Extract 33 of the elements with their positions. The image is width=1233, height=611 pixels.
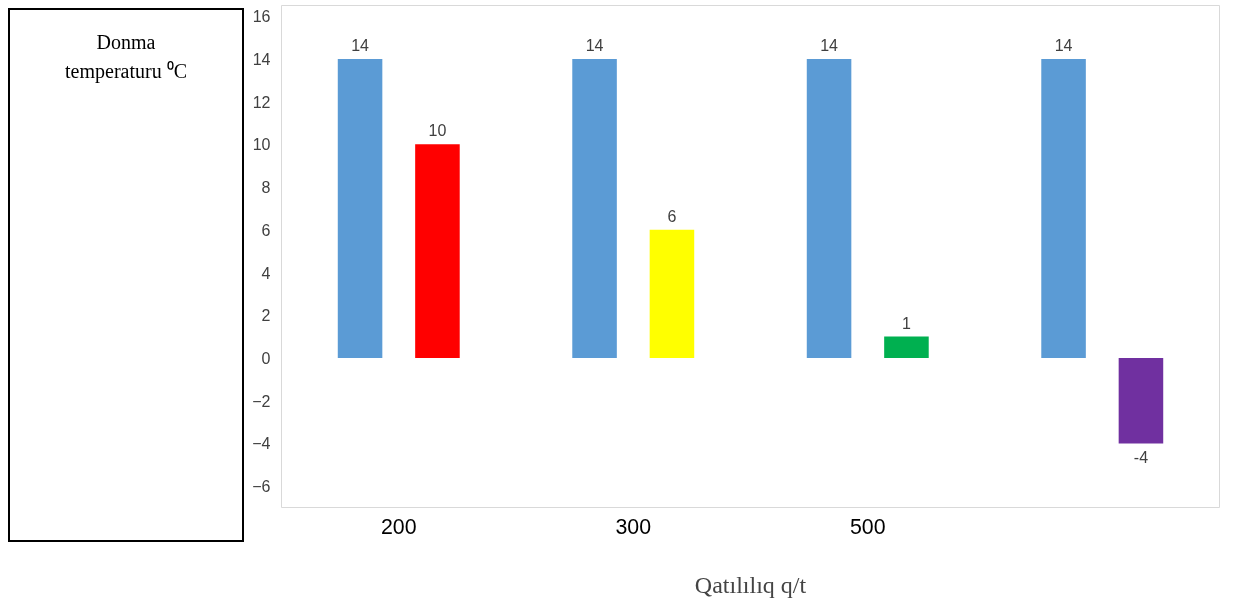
y-tick-label: −6 — [252, 478, 271, 496]
x-tick-label: 200 — [380, 514, 417, 539]
y-tick-label: 0 — [261, 349, 271, 367]
y-tick-label: 4 — [261, 264, 271, 282]
data-label: 1 — [901, 314, 911, 332]
y-tick-label: 6 — [261, 221, 271, 239]
y-axis-title: Donma temperaturu ⁰C — [64, 30, 188, 85]
data-label: 14 — [351, 36, 370, 54]
y-tick-label: 10 — [252, 136, 271, 154]
bar — [572, 58, 617, 358]
bar — [884, 336, 929, 358]
y-tick-label: 2 — [261, 307, 271, 325]
x-tick-label: 300 — [615, 514, 652, 539]
y-tick-label: 8 — [261, 179, 271, 197]
bar — [415, 144, 460, 358]
bar — [649, 229, 695, 358]
bar — [806, 58, 852, 358]
y-tick-label: −4 — [252, 435, 271, 453]
data-label: 14 — [820, 36, 839, 54]
data-label: 14 — [1054, 36, 1073, 54]
bar — [1118, 357, 1164, 444]
y-tick-label: 14 — [252, 50, 271, 68]
x-tick-label: 500 — [849, 514, 886, 539]
bar — [337, 58, 383, 358]
data-label: -4 — [1133, 449, 1149, 467]
x-axis-title: Qatılılıq q/t — [694, 571, 807, 598]
data-label: 14 — [585, 36, 604, 54]
data-label: 6 — [667, 207, 677, 225]
y-tick-label: −2 — [252, 392, 271, 410]
y-tick-label: 12 — [252, 93, 271, 111]
data-label: 10 — [428, 122, 447, 140]
y-tick-label: 16 — [252, 8, 271, 26]
bar — [1041, 58, 1086, 358]
